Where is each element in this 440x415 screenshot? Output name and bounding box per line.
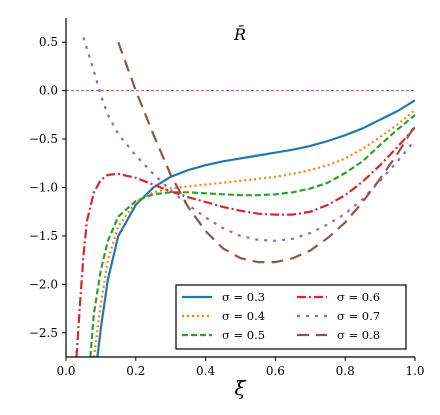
x-axis-label: ξ̄ xyxy=(234,376,246,400)
legend-label-4: σ = 0.6 xyxy=(337,290,380,304)
legend-label-6: σ = 0.8 xyxy=(337,328,380,342)
y-tick-label: −0.5 xyxy=(29,132,58,146)
legend-label-3: σ = 0.5 xyxy=(222,328,265,342)
series-line-5 xyxy=(82,37,415,242)
series-layer xyxy=(75,37,415,357)
legend: σ = 0.3 σ = 0.4 σ = 0.5 σ = 0.6 σ = 0.7 σ = 0… xyxy=(175,284,407,350)
chart-title: R̄ xyxy=(233,23,246,44)
legend-label-5: σ = 0.7 xyxy=(337,309,380,323)
x-tick-label: 0.0 xyxy=(56,364,75,378)
x-tick-label: 0.6 xyxy=(266,364,285,378)
legend-label-2: σ = 0.4 xyxy=(222,309,265,323)
legend-box xyxy=(175,284,407,350)
y-tick-label: −1.5 xyxy=(29,229,58,243)
y-tick-label: −1.0 xyxy=(29,181,58,195)
series-line-3 xyxy=(89,114,415,357)
x-tick-label: 1.0 xyxy=(405,364,424,378)
y-tick-label: 0.0 xyxy=(39,84,58,98)
series-line-2 xyxy=(92,109,415,357)
series-line-6 xyxy=(117,41,415,264)
series-line-4 xyxy=(75,126,415,357)
x-tick-label: 0.4 xyxy=(196,364,215,378)
y-tick-label: −2.0 xyxy=(29,277,58,291)
series-line-1 xyxy=(96,99,415,357)
ticks-layer: 0.0 0.2 0.4 0.6 0.8 1.0 0.5 0.0 −0.5 −1.0 −1.5 −2.0… xyxy=(29,35,425,378)
x-tick-label: 0.2 xyxy=(126,364,145,378)
y-tick-label: −2.5 xyxy=(29,326,58,340)
x-tick-label: 0.8 xyxy=(336,364,355,378)
legend-label-1: σ = 0.3 xyxy=(222,290,265,304)
y-tick-label: 0.5 xyxy=(39,35,58,49)
